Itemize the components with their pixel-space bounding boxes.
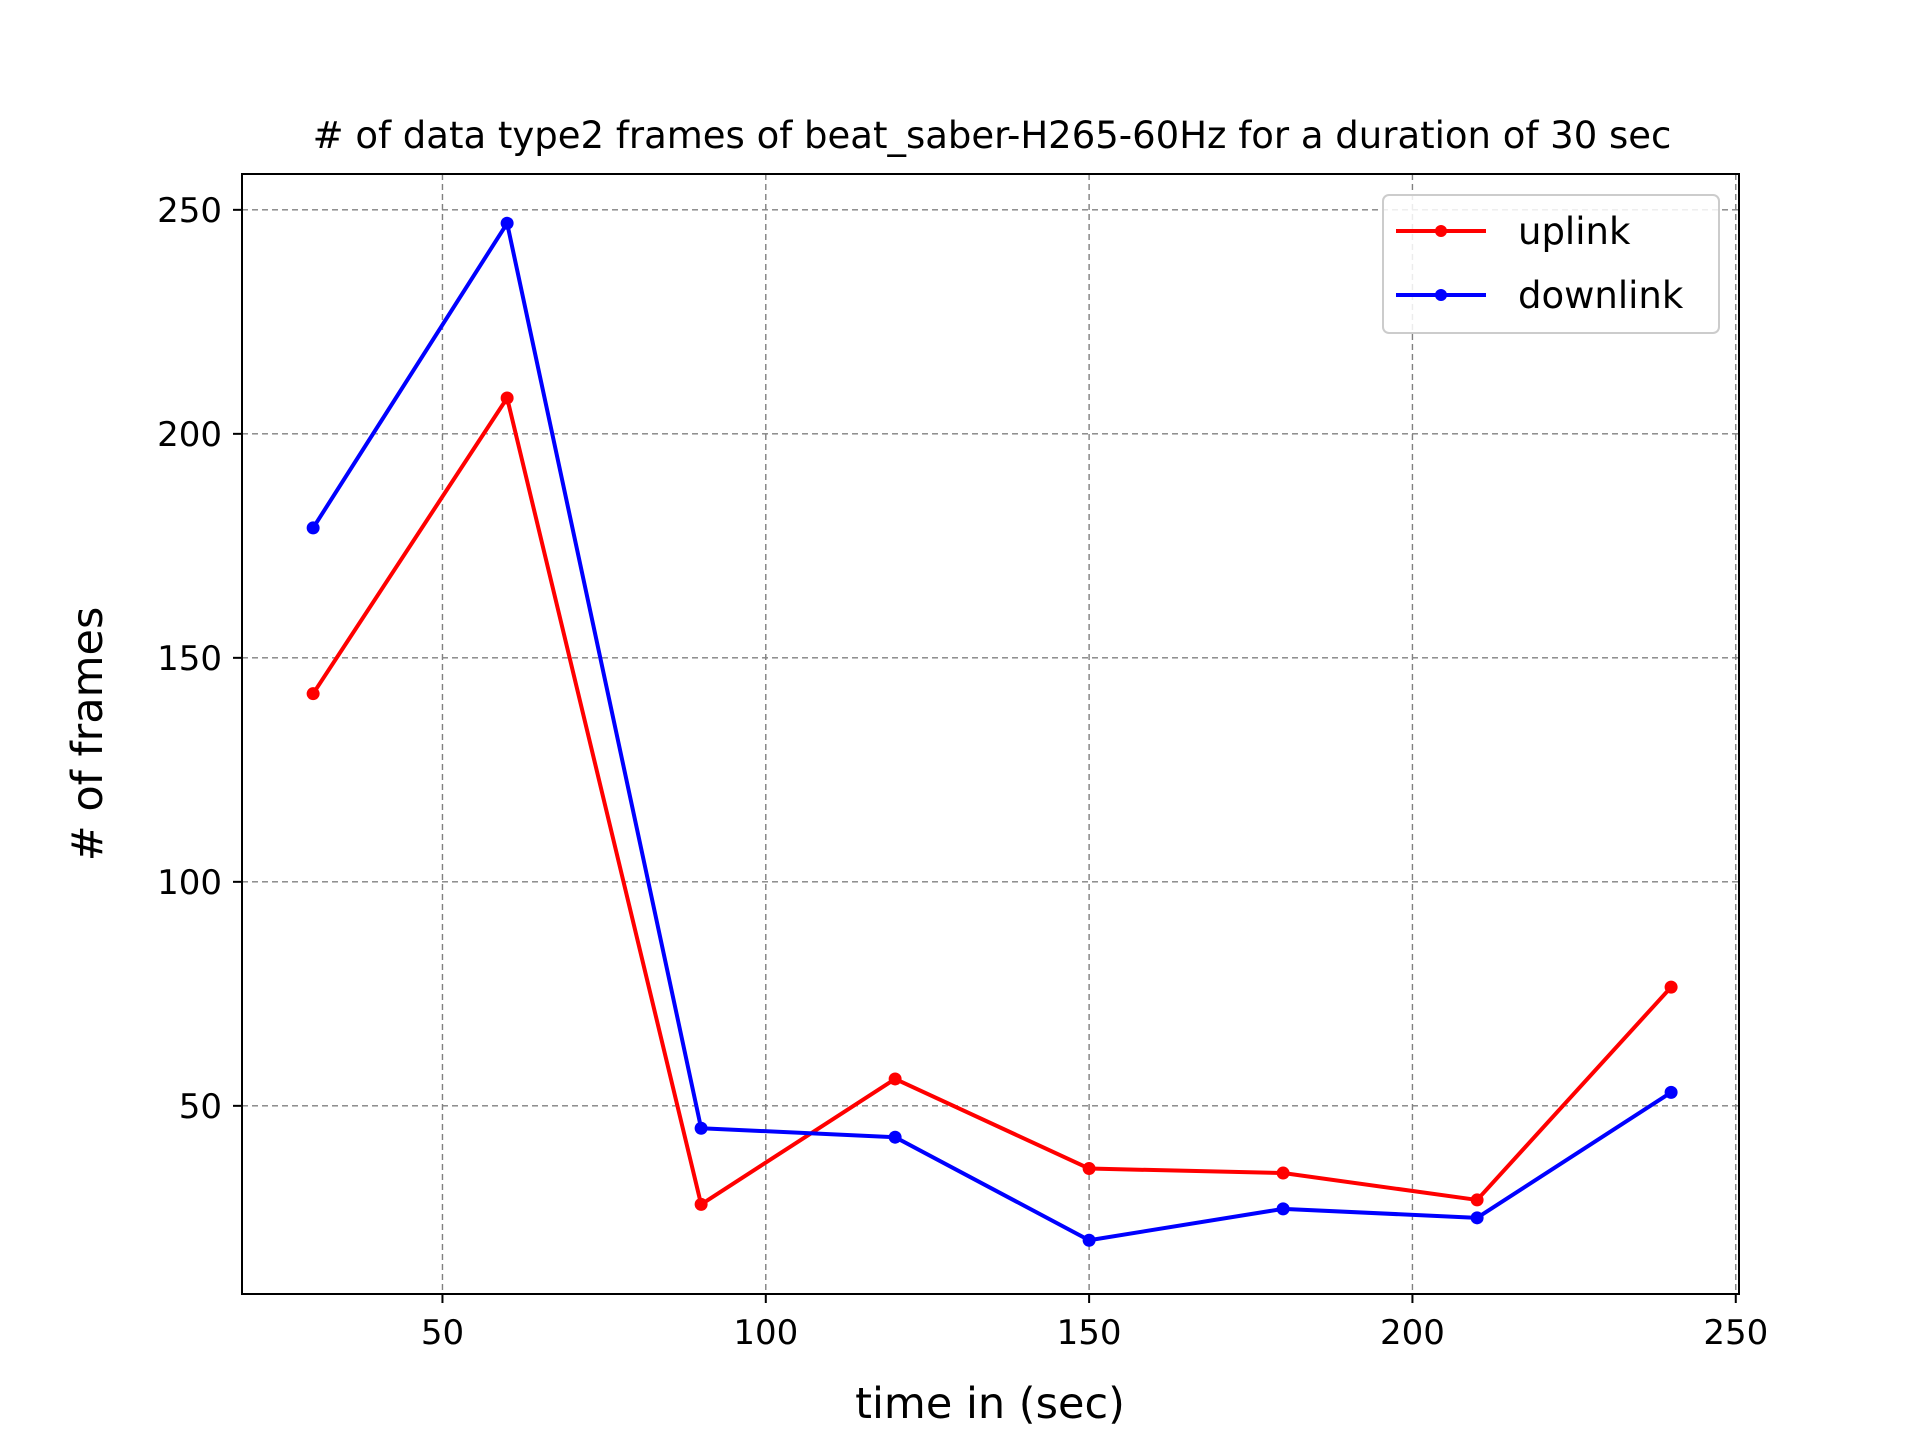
y-tick-label: 200 — [157, 415, 222, 455]
grid — [242, 174, 1739, 1294]
legend-marker-uplink — [1435, 225, 1447, 237]
uplink-point — [1082, 1162, 1096, 1176]
series-uplink — [306, 391, 1678, 1211]
uplink-point — [694, 1197, 708, 1211]
downlink-point — [694, 1121, 708, 1135]
series-layer — [306, 216, 1678, 1247]
y-tick-label: 150 — [157, 639, 222, 679]
uplink-point — [1664, 980, 1678, 994]
y-tick-label: 100 — [157, 863, 222, 903]
downlink-point — [1664, 1085, 1678, 1099]
x-tick-label: 200 — [1380, 1313, 1445, 1353]
uplink-point — [306, 687, 320, 701]
plot-frame — [241, 173, 1740, 1295]
y-axis-label: # of frames — [63, 607, 113, 862]
x-tick-label: 100 — [733, 1313, 798, 1353]
x-axis-label: time in (sec) — [855, 1379, 1125, 1429]
series-downlink — [306, 216, 1678, 1247]
uplink-point — [1470, 1193, 1484, 1207]
legend-label-uplink: uplink — [1518, 210, 1631, 253]
axis-ticks: 50 100 150 200 250 50 100 150 200 250 — [157, 191, 1768, 1353]
y-tick-label: 250 — [157, 191, 222, 231]
downlink-point — [500, 216, 514, 230]
downlink-line — [311, 221, 1673, 1243]
legend-marker-downlink — [1435, 289, 1447, 301]
downlink-point — [1470, 1211, 1484, 1225]
legend-label-downlink: downlink — [1518, 274, 1684, 317]
downlink-point — [888, 1130, 902, 1144]
downlink-point — [1276, 1202, 1290, 1216]
x-tick-label: 50 — [421, 1313, 464, 1353]
uplink-point — [500, 391, 514, 405]
uplink-point — [1276, 1166, 1290, 1180]
uplink-point — [888, 1072, 902, 1086]
x-tick-label: 150 — [1057, 1313, 1122, 1353]
downlink-point — [1082, 1233, 1096, 1247]
chart-title: # of data type2 frames of beat_saber-H26… — [313, 114, 1672, 157]
legend: uplink downlink — [1382, 194, 1720, 334]
x-tick-label: 250 — [1703, 1313, 1768, 1353]
downlink-point — [306, 521, 320, 535]
y-tick-label: 50 — [179, 1087, 222, 1127]
uplink-line — [311, 396, 1673, 1207]
